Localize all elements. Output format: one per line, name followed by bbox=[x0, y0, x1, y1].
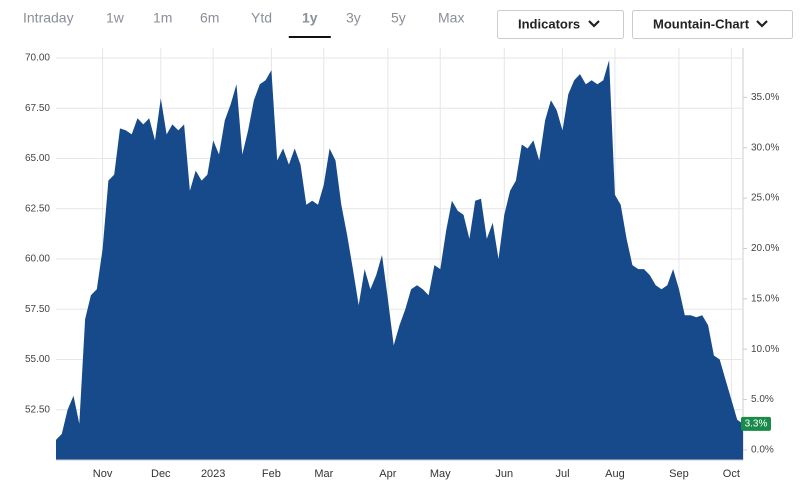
tab[interactable]: Ytd bbox=[251, 10, 272, 26]
tab-underline bbox=[288, 36, 331, 38]
y2-tick-label: 25.0% bbox=[751, 193, 779, 204]
indicators-button[interactable] bbox=[497, 10, 624, 39]
y-tick-label: 62.50 bbox=[25, 203, 50, 214]
tab[interactable]: 5y bbox=[391, 10, 406, 26]
y-tick-label: 70.00 bbox=[25, 53, 50, 64]
indicators-label[interactable]: Indicators bbox=[518, 16, 580, 31]
x-tick-label: Mar bbox=[314, 468, 333, 480]
y2-tick-label: 5.0% bbox=[751, 394, 774, 405]
x-tick-label: Sep bbox=[669, 468, 689, 480]
y-tick-label: 65.00 bbox=[25, 153, 50, 164]
y-tick-label: 60.00 bbox=[25, 254, 50, 265]
y-tick-label: 55.00 bbox=[25, 354, 50, 365]
x-tick-label: Feb bbox=[262, 468, 281, 480]
tab[interactable]: 1y bbox=[302, 10, 318, 26]
y2-tick-label: 10.0% bbox=[751, 344, 779, 355]
y2-tick-label: 15.0% bbox=[751, 293, 779, 304]
area bbox=[56, 60, 743, 460]
chart-type-label[interactable]: Mountain-Chart bbox=[653, 16, 750, 31]
y2-tick-label: 0.0% bbox=[751, 445, 774, 456]
tab[interactable]: Max bbox=[438, 10, 464, 26]
tab[interactable]: Intraday bbox=[23, 10, 74, 26]
x-tick-label: Oct bbox=[723, 468, 740, 480]
tab[interactable]: 3y bbox=[346, 10, 361, 26]
y2-tick-label: 20.0% bbox=[751, 243, 779, 254]
chevron bbox=[756, 20, 768, 28]
x-tick-label: Jun bbox=[495, 468, 513, 480]
last-change-badge bbox=[741, 416, 771, 431]
x-tick-label: Jul bbox=[555, 468, 569, 480]
x-tick-label: Aug bbox=[605, 468, 625, 480]
tab[interactable]: 1m bbox=[153, 10, 172, 26]
y-tick-label: 57.50 bbox=[25, 304, 50, 315]
x-tick-label: Dec bbox=[151, 468, 171, 480]
y2-tick-label: 35.0% bbox=[751, 92, 779, 103]
x-tick-label: May bbox=[430, 468, 451, 480]
chart-type-button[interactable] bbox=[632, 10, 793, 39]
tab[interactable]: 6m bbox=[200, 10, 219, 26]
chevron bbox=[588, 20, 600, 28]
tab[interactable]: 1w bbox=[106, 10, 125, 26]
x-tick-label: Apr bbox=[379, 468, 396, 480]
y-tick-label: 67.50 bbox=[25, 103, 50, 114]
last-change-label: 3.3% bbox=[745, 418, 768, 429]
y2-tick-label: 30.0% bbox=[751, 142, 779, 153]
x-tick-label: 2023 bbox=[201, 468, 225, 480]
y-tick-label: 52.50 bbox=[25, 404, 50, 415]
x-tick-label: Nov bbox=[93, 468, 113, 480]
